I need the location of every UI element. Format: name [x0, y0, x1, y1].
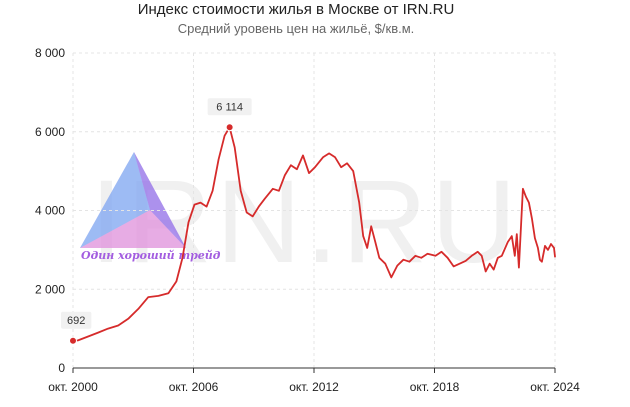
series-line [72, 126, 556, 342]
x-tick-label: окт. 2012 [289, 380, 339, 394]
annotations: 692 6 114 [61, 98, 252, 345]
y-tick-label: 4 000 [35, 204, 65, 218]
series [72, 126, 556, 342]
x-tick-label: окт. 2018 [410, 380, 460, 394]
y-axis-ticks: 0 2 000 4 000 6 000 8 000 [35, 46, 65, 375]
chart-subtitle: Средний уровень цен на жильё, $/кв.м. [178, 21, 415, 36]
data-marker [69, 336, 77, 345]
y-tick-label: 6 000 [35, 125, 65, 139]
y-tick-label: 2 000 [35, 282, 65, 296]
x-tick-label: окт. 2006 [169, 380, 219, 394]
x-axis-ticks: окт. 2000 окт. 2006 окт. 2012 окт. 2018 окт.… [48, 368, 580, 394]
annotation-box [61, 311, 92, 329]
grid [72, 52, 556, 368]
x-tick-label: окт. 2000 [48, 380, 98, 394]
watermark: IRN.RU Один хороший трейд [80, 152, 516, 288]
annotation-label: 692 [67, 315, 85, 327]
annotation-box [207, 98, 252, 116]
x-tick-label: окт. 2024 [530, 380, 580, 394]
data-marker [225, 123, 234, 132]
annotation-label: 6 114 [216, 101, 243, 113]
watermark-logo-icon [80, 152, 186, 248]
y-tick-label: 0 [58, 361, 65, 375]
chart-title: Индекс стоимости жилья в Москве от IRN.R… [138, 1, 455, 18]
watermark-caption: Один хороший трейд [81, 249, 221, 262]
y-tick-label: 8 000 [35, 46, 65, 60]
